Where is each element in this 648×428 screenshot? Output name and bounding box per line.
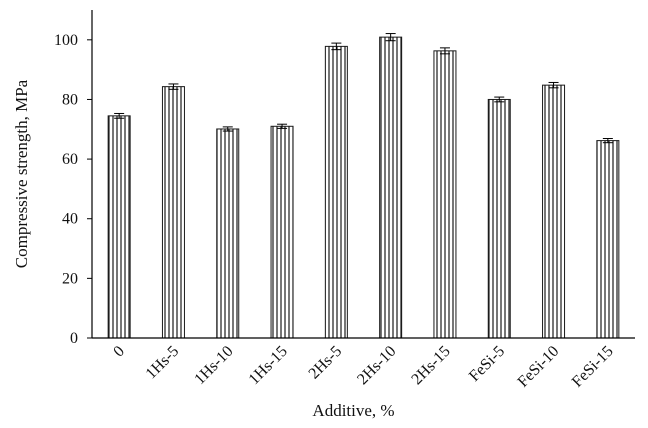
bar <box>161 86 185 339</box>
y-tick-label: 60 <box>62 151 78 168</box>
x-tick-label: 1Hs-15 <box>246 343 291 388</box>
error-bar <box>331 42 342 51</box>
bar <box>542 84 566 339</box>
error-bar <box>114 112 125 119</box>
error-bar <box>168 83 179 90</box>
bar <box>487 98 511 339</box>
y-tick-label: 100 <box>54 32 78 49</box>
error-bar <box>602 138 613 144</box>
bar <box>270 125 294 339</box>
y-axis-title: Compressive strength, MPa <box>12 79 31 268</box>
bar <box>379 36 403 339</box>
bar <box>107 115 131 339</box>
error-bar <box>548 81 559 89</box>
y-tick-label: 0 <box>70 330 78 347</box>
bar <box>433 50 457 339</box>
error-bar <box>494 96 505 103</box>
x-tick-label: 2Hs-10 <box>354 343 399 388</box>
x-axis-title: Additive, % <box>312 401 394 420</box>
error-bar <box>222 126 233 132</box>
y-axis-ticks: 0 20 40 60 80 100 <box>54 32 92 347</box>
x-tick-label: FeSi-5 <box>466 343 508 385</box>
x-axis-ticks: 0 1Hs-5 1Hs-10 1Hs-15 2Hs-5 2Hs-10 2Hs-15 FeSi-… <box>110 343 616 391</box>
y-tick-label: 20 <box>62 270 78 287</box>
x-tick-label: FeSi-10 <box>515 343 563 391</box>
error-bar <box>277 123 288 129</box>
x-tick-label: FeSi-15 <box>569 343 617 391</box>
x-tick-label: 1Hs-5 <box>143 343 183 383</box>
bar <box>216 128 240 339</box>
bar <box>324 45 348 339</box>
x-tick-label: 2Hs-5 <box>306 343 346 383</box>
y-tick-label: 40 <box>62 211 78 228</box>
x-tick-label: 2Hs-15 <box>408 343 453 388</box>
error-bar <box>439 47 450 55</box>
error-bar <box>385 33 396 42</box>
y-tick-label: 80 <box>62 91 78 108</box>
x-tick-label: 1Hs-10 <box>191 343 236 388</box>
x-tick-label: 0 <box>110 343 128 361</box>
bar <box>596 140 620 339</box>
bars-group <box>107 33 620 339</box>
